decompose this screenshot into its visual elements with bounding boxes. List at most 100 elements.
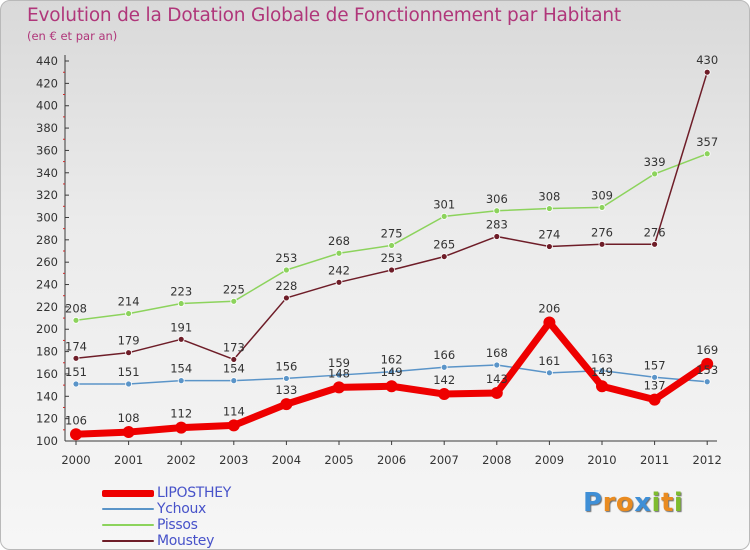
data-label-pissos: 268 xyxy=(328,234,350,248)
data-label-pissos: 275 xyxy=(381,226,403,240)
data-point-ychoux xyxy=(177,377,185,385)
legend-item-moustey: Moustey xyxy=(102,533,231,549)
data-label-liposthey: 137 xyxy=(644,379,666,393)
legend-swatch-liposthey xyxy=(102,489,154,497)
logo-letter: i xyxy=(651,488,661,518)
data-point-liposthey xyxy=(280,398,293,411)
data-label-liposthey: 206 xyxy=(538,302,560,316)
x-tick-label: 2000 xyxy=(61,453,90,467)
x-tick-label: 2007 xyxy=(430,453,459,467)
logo-letter: r xyxy=(602,488,616,518)
y-tick-label: 160 xyxy=(36,367,58,381)
y-tick-label: 120 xyxy=(36,412,58,426)
data-label-moustey: 276 xyxy=(644,225,666,239)
proxiti-logo: Proxiti xyxy=(583,488,683,518)
data-label-liposthey: 169 xyxy=(696,343,718,357)
x-tick-label: 2009 xyxy=(535,453,564,467)
legend-swatch-moustey xyxy=(102,540,154,542)
data-label-pissos: 223 xyxy=(170,285,192,299)
data-label-liposthey: 114 xyxy=(223,404,245,418)
data-label-pissos: 309 xyxy=(591,188,613,202)
legend-swatch-pissos xyxy=(102,524,154,526)
x-tick-label: 2004 xyxy=(272,453,301,467)
y-tick-label: 420 xyxy=(36,76,58,90)
x-tick-label: 2002 xyxy=(167,453,196,467)
y-tick-label: 340 xyxy=(36,166,58,180)
data-label-pissos: 225 xyxy=(223,282,245,296)
data-point-moustey xyxy=(125,349,132,357)
data-point-ychoux xyxy=(335,371,343,379)
data-label-moustey: 283 xyxy=(486,217,508,231)
x-tick-label: 2003 xyxy=(219,453,248,467)
data-point-pissos xyxy=(388,242,396,249)
data-point-ychoux xyxy=(546,369,553,377)
data-point-liposthey xyxy=(122,426,135,439)
y-tick-label: 260 xyxy=(36,255,58,269)
data-label-moustey: 274 xyxy=(538,228,560,242)
data-point-moustey xyxy=(651,240,658,248)
y-tick-label: 280 xyxy=(36,233,58,247)
y-tick-label: 140 xyxy=(36,389,58,403)
data-label-ychoux: 151 xyxy=(65,365,87,379)
data-label-pissos: 301 xyxy=(433,197,455,211)
series-line-moustey xyxy=(75,71,708,361)
data-point-ychoux xyxy=(703,378,711,386)
data-label-ychoux: 159 xyxy=(328,356,350,370)
data-point-liposthey xyxy=(438,388,451,401)
data-label-liposthey: 149 xyxy=(381,365,403,379)
data-point-liposthey xyxy=(70,428,82,441)
x-tick-label: 2008 xyxy=(482,453,511,467)
data-point-liposthey xyxy=(333,381,345,394)
y-tick-label: 100 xyxy=(36,434,58,448)
data-point-liposthey xyxy=(543,316,556,329)
data-point-ychoux xyxy=(651,373,658,381)
data-point-moustey xyxy=(546,243,553,250)
y-tick-label: 320 xyxy=(36,188,58,202)
data-label-ychoux: 154 xyxy=(223,362,245,376)
logo-letter: t xyxy=(660,488,674,518)
data-label-moustey: 191 xyxy=(170,320,192,334)
data-label-ychoux: 151 xyxy=(118,365,140,379)
logo-letter: P xyxy=(583,488,603,518)
data-label-moustey: 276 xyxy=(591,225,613,239)
logo-letter: o xyxy=(615,488,635,518)
legend-label-ychoux: Ychoux xyxy=(157,501,207,517)
x-tick-label: 2010 xyxy=(587,453,616,467)
data-label-liposthey: 148 xyxy=(328,366,350,380)
data-label-liposthey: 149 xyxy=(591,365,613,379)
data-point-moustey xyxy=(598,240,606,248)
x-tick-label: 2012 xyxy=(693,453,722,467)
data-point-pissos xyxy=(282,266,290,274)
y-tick-label: 380 xyxy=(36,121,58,135)
data-point-moustey xyxy=(335,278,343,286)
chart-subtitle: (en € et par an) xyxy=(27,29,118,43)
legend-label-pissos: Pissos xyxy=(157,517,198,533)
legend-item-ychoux: Ychoux xyxy=(102,501,231,517)
data-label-ychoux: 162 xyxy=(381,353,403,367)
y-tick-label: 240 xyxy=(36,278,58,292)
data-point-moustey xyxy=(388,266,396,274)
y-tick-label: 400 xyxy=(36,99,58,113)
data-point-liposthey xyxy=(490,386,503,399)
data-point-ychoux xyxy=(282,375,290,382)
data-point-liposthey xyxy=(596,380,608,393)
data-point-pissos xyxy=(177,300,185,307)
data-point-moustey xyxy=(230,356,238,363)
legend-swatch-ychoux xyxy=(102,508,154,510)
data-label-moustey: 228 xyxy=(275,279,297,293)
data-point-ychoux xyxy=(72,380,80,388)
data-label-pissos: 208 xyxy=(65,301,87,315)
data-point-moustey xyxy=(177,335,185,343)
data-point-pissos xyxy=(598,204,606,211)
data-label-moustey: 430 xyxy=(696,53,718,67)
data-point-liposthey xyxy=(227,419,240,432)
data-point-ychoux xyxy=(598,367,606,374)
data-point-pissos xyxy=(230,297,238,305)
legend: LIPOSTHEY Ychoux Pissos Moustey xyxy=(102,485,231,549)
data-label-ychoux: 166 xyxy=(433,348,455,362)
data-point-ychoux xyxy=(125,380,132,388)
data-label-liposthey: 106 xyxy=(65,413,87,427)
data-point-ychoux xyxy=(493,361,501,369)
data-label-moustey: 265 xyxy=(433,238,455,252)
